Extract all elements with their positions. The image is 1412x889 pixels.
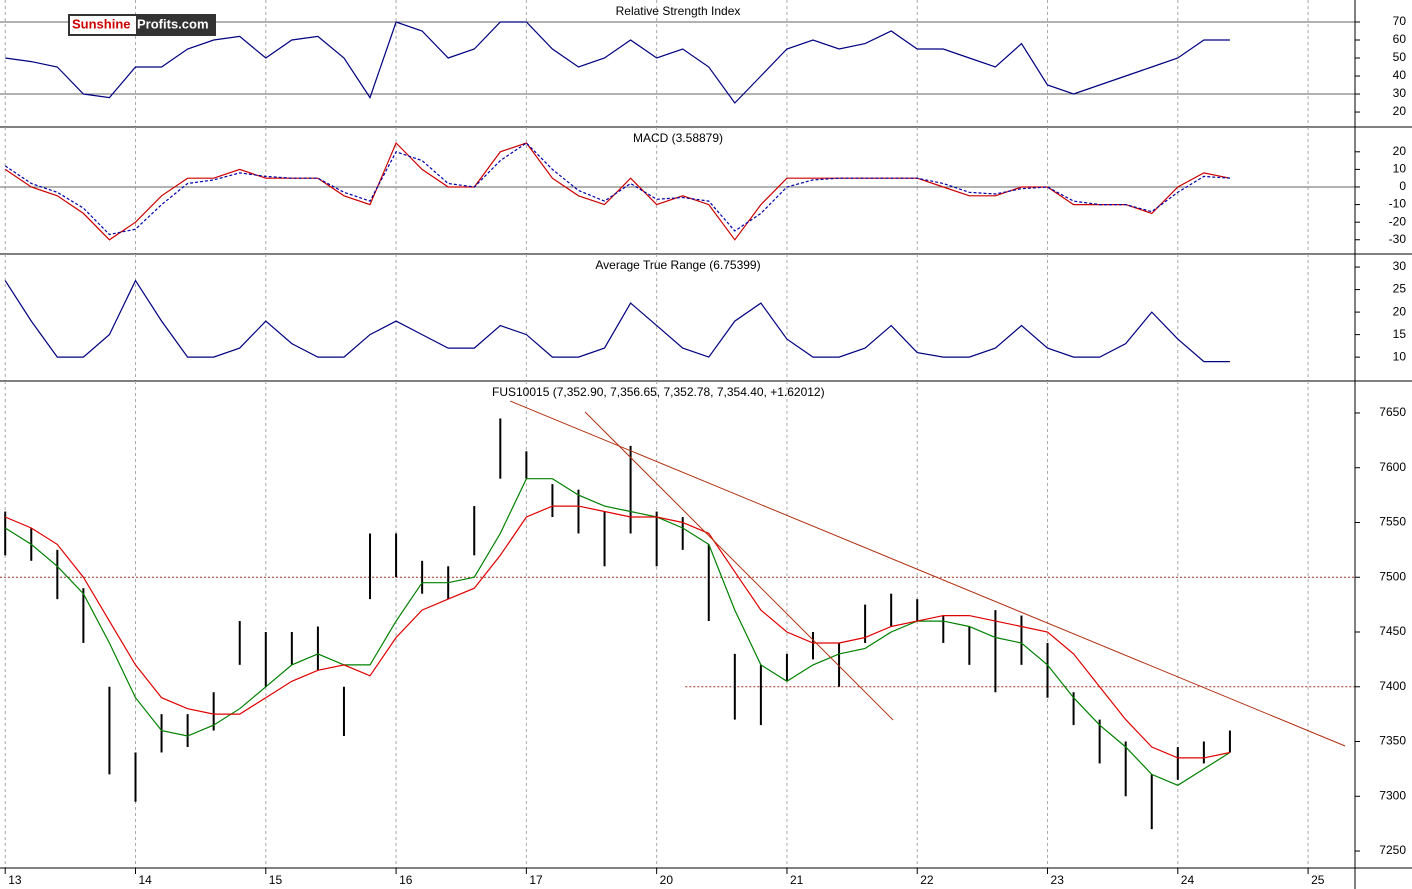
y-tick-label: 20 [1393,144,1407,158]
series-line [4,279,1230,363]
y-tick-label: -10 [1389,197,1407,211]
logo-box-light [70,16,136,34]
x-tick-label: 22 [920,873,934,887]
y-tick-label: -30 [1389,232,1407,246]
x-tick-label: 15 [269,873,283,887]
x-tick-label: 24 [1181,873,1195,887]
y-tick-label: 7450 [1379,624,1406,638]
x-tick-label: 21 [790,873,804,887]
trendline [584,411,894,721]
y-tick-label: 10 [1393,349,1407,363]
y-tick-label: 7250 [1379,843,1406,857]
panel-title: Relative Strength Index [616,4,741,18]
y-tick-label: 70 [1393,14,1407,28]
y-tick-label: 20 [1393,304,1407,318]
y-tick-label: 7350 [1379,734,1406,748]
panel-title: Average True Range (6.75399) [595,258,760,272]
y-tick-label: 20 [1393,104,1407,118]
series-line [4,505,1231,759]
panel-title: FUS10015 (7,352.90, 7,356.65, 7,352.78, … [492,385,825,399]
y-tick-label: 7650 [1379,405,1406,419]
series-line [4,478,1231,786]
x-tick-label: 14 [139,873,153,887]
y-tick-label: 30 [1393,259,1407,273]
y-tick-label: 15 [1393,327,1407,341]
logo-text: Sunshine [72,16,131,31]
trendline [510,400,1346,747]
y-tick-label: 7300 [1379,788,1406,802]
x-tick-label: 16 [399,873,413,887]
x-tick-label: 23 [1051,873,1065,887]
series-line [4,142,1230,236]
series-line [4,141,1231,241]
series-line [5,21,1230,104]
y-tick-label: 7500 [1379,569,1406,583]
y-tick-label: 0 [1399,179,1406,193]
y-tick-label: 7550 [1379,515,1406,529]
y-tick-label: 30 [1393,86,1407,100]
x-tick-label: 25 [1311,873,1325,887]
y-tick-label: 25 [1393,282,1407,296]
y-tick-label: 60 [1393,32,1407,46]
y-tick-label: 40 [1393,68,1407,82]
y-tick-label: 7600 [1379,460,1406,474]
x-tick-label: 20 [660,873,674,887]
x-tick-label: 13 [8,873,22,887]
y-tick-label: 10 [1393,162,1407,176]
y-tick-label: 50 [1393,50,1407,64]
x-tick-label: 17 [529,873,543,887]
logo-text: Profits.com [137,16,209,31]
panel-title: MACD (3.58879) [633,131,723,145]
y-tick-label: 7400 [1379,679,1406,693]
y-tick-label: -20 [1389,214,1407,228]
